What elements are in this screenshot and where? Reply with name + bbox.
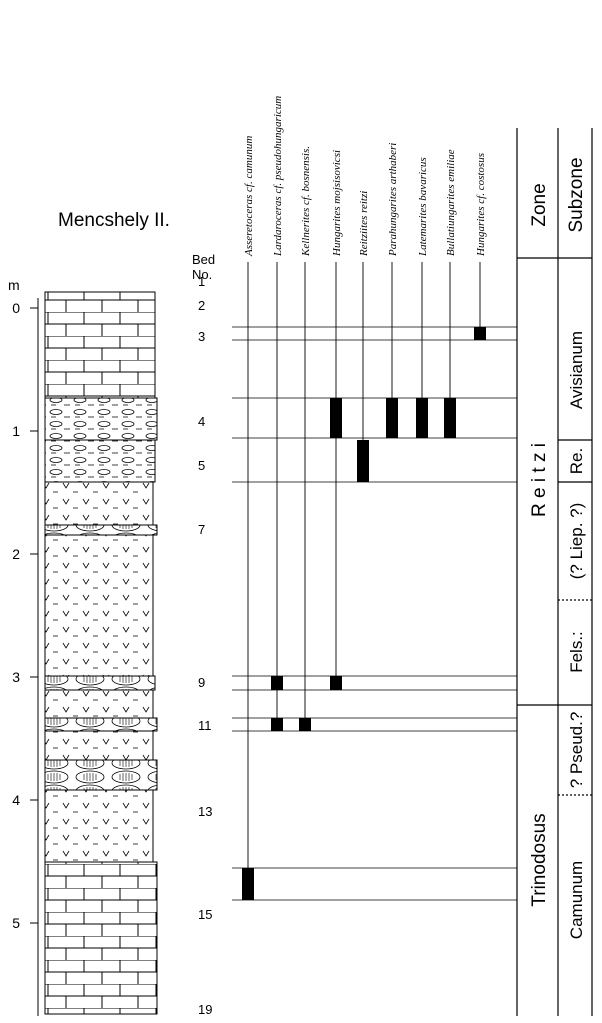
depth-label: 4 [12, 792, 20, 808]
occurrence [271, 676, 283, 690]
bed-number: 3 [198, 329, 205, 344]
species-name: Lardaroceras cf. pseudohungaricum [272, 96, 284, 257]
species-name: Latemarites bavaricus [417, 157, 429, 257]
bed-number: 19 [198, 1002, 212, 1017]
zone-name: R e i t z i [529, 443, 550, 517]
bed-number: 5 [198, 458, 205, 473]
lithology [45, 292, 157, 1014]
depth-label: 2 [12, 546, 20, 562]
bed-number: 15 [198, 907, 212, 922]
occurrence [474, 327, 486, 340]
species-name: Parahungarites arthaberi [387, 143, 399, 257]
stratigraphic-column: Mencshely II. Bed No. m 0123451234579111… [0, 0, 602, 1023]
species-name: Hungarites mojsisovicsi [331, 150, 343, 257]
occurrence [416, 398, 428, 438]
bed-number: 9 [198, 675, 205, 690]
bed-number: 13 [198, 804, 212, 819]
bed-number: 11 [198, 718, 212, 733]
subzone-name: (? Liep. ?) [567, 503, 586, 580]
occurrence [357, 440, 369, 482]
depth-label: 5 [12, 915, 20, 931]
title: Mencshely II. [58, 210, 170, 231]
subzone-header: Subzone [566, 157, 587, 232]
bed-header: Bed [192, 252, 215, 267]
occurrence [330, 676, 342, 690]
zone-name: Trinodosus [529, 813, 550, 906]
subzone-name: Camunum [567, 861, 586, 939]
bed-number: 1 [198, 274, 205, 289]
species-name: Kellnerites cf. bosnensis. [300, 146, 312, 257]
species-name: Reitziites reitzi [358, 191, 370, 257]
occurrence [242, 868, 254, 900]
subzone-name: ? Pseud.? [567, 712, 586, 789]
species-name: Asseretoceras cf. camunum [243, 136, 255, 257]
depth-unit: m [8, 277, 20, 293]
depth-label: 1 [12, 423, 20, 439]
occurrence [444, 398, 456, 438]
occurrence [271, 718, 283, 731]
species-name: Bullatiungarites emiliae [445, 149, 457, 256]
species-name: Hungarites cf. costosus [475, 153, 487, 257]
occurrence [386, 398, 398, 438]
depth-label: 0 [12, 300, 20, 316]
bed-number: 2 [198, 298, 205, 313]
depth-label: 3 [12, 669, 20, 685]
bed-number: 4 [198, 414, 205, 429]
occurrence [330, 398, 342, 438]
subzone-name: Fels.: [567, 631, 586, 673]
subzone-name: Avisianum [567, 331, 586, 409]
bed-number: 7 [198, 522, 205, 537]
zone-header: Zone [529, 183, 550, 226]
occurrence [299, 718, 311, 731]
subzone-name: Re. [567, 448, 586, 474]
